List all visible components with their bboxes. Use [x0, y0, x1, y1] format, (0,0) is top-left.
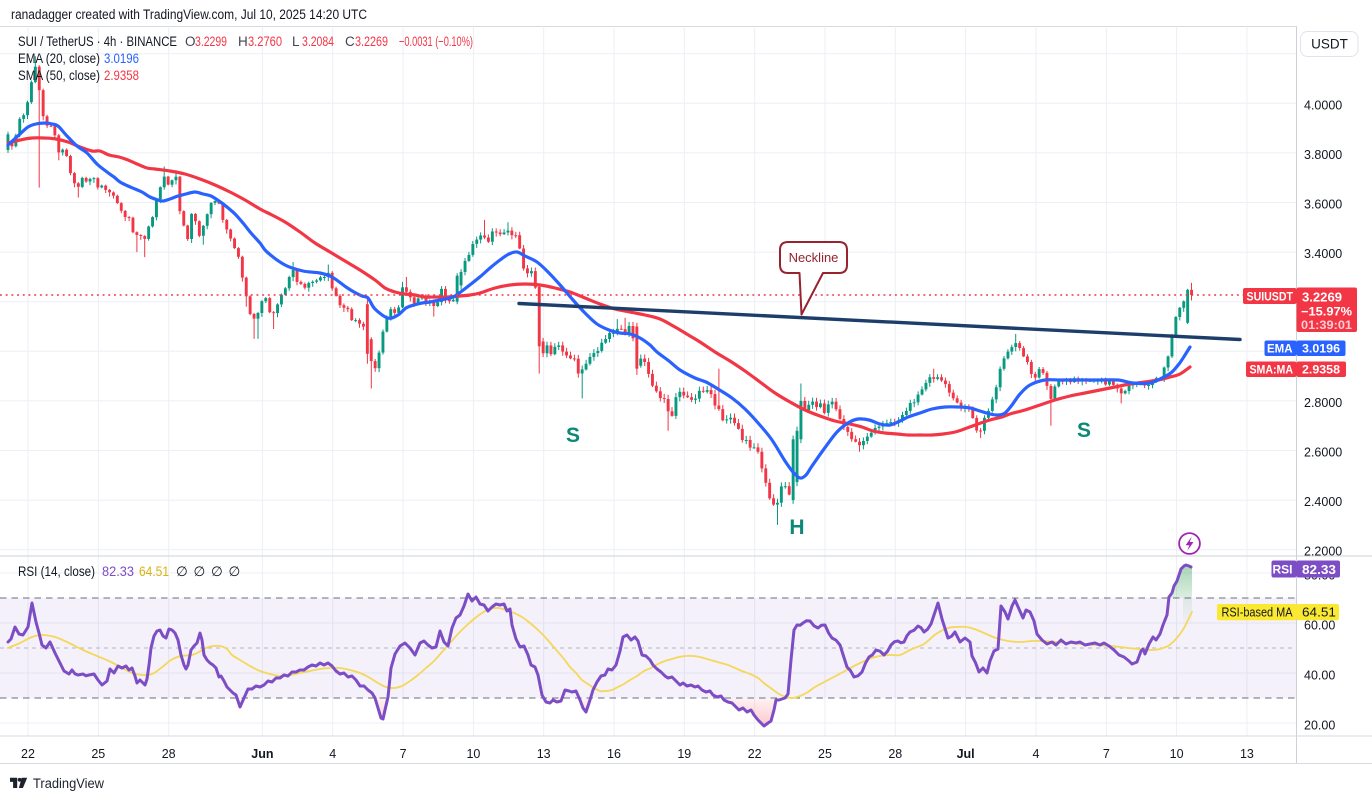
- svg-text:7: 7: [400, 747, 407, 761]
- svg-text:10: 10: [466, 747, 480, 761]
- svg-text:∅: ∅: [211, 564, 223, 579]
- svg-text:3.2084: 3.2084: [302, 34, 334, 49]
- svg-text:3.2299: 3.2299: [195, 34, 227, 49]
- svg-text:3.0196: 3.0196: [1302, 342, 1340, 356]
- svg-text:28: 28: [888, 747, 902, 761]
- svg-text:4: 4: [1033, 747, 1040, 761]
- svg-text:H: H: [789, 516, 804, 539]
- svg-text:S: S: [1077, 419, 1091, 442]
- svg-text:64.51: 64.51: [1302, 605, 1336, 620]
- svg-text:25: 25: [91, 747, 105, 761]
- svg-text:3.2269: 3.2269: [355, 34, 388, 49]
- svg-text:19: 19: [677, 747, 691, 761]
- svg-text:82.33: 82.33: [102, 564, 134, 579]
- svg-text:22: 22: [21, 747, 35, 761]
- svg-text:60.00: 60.00: [1304, 619, 1335, 633]
- svg-text:SUIUSDT: SUIUSDT: [1247, 289, 1294, 303]
- svg-text:2.8000: 2.8000: [1304, 396, 1342, 410]
- svg-text:∅: ∅: [176, 564, 188, 579]
- svg-text:20.00: 20.00: [1304, 719, 1335, 733]
- svg-text:C: C: [345, 34, 355, 49]
- svg-text:13: 13: [537, 747, 551, 761]
- svg-text:2.2000: 2.2000: [1304, 545, 1342, 559]
- svg-text:22: 22: [748, 747, 762, 761]
- svg-text:28: 28: [162, 747, 176, 761]
- svg-text:25: 25: [818, 747, 832, 761]
- svg-text:Neckline: Neckline: [789, 250, 839, 265]
- svg-text:RSI (14, close): RSI (14, close): [18, 564, 95, 579]
- svg-text:4.0000: 4.0000: [1304, 98, 1342, 112]
- svg-text:40.00: 40.00: [1304, 669, 1335, 683]
- svg-text:L: L: [292, 34, 300, 49]
- svg-text:∅: ∅: [229, 564, 241, 579]
- svg-text:Jul: Jul: [957, 747, 975, 761]
- svg-text:3.4000: 3.4000: [1304, 247, 1342, 261]
- svg-text:3.2269: 3.2269: [1302, 291, 1342, 305]
- svg-text:3.2760: 3.2760: [248, 34, 282, 49]
- svg-text:2.9358: 2.9358: [104, 68, 139, 83]
- svg-text:2.9358: 2.9358: [1302, 363, 1340, 377]
- svg-text:TradingView: TradingView: [33, 776, 104, 791]
- svg-text:S: S: [566, 424, 580, 447]
- svg-text:H: H: [238, 34, 248, 49]
- svg-text:EMA (20, close): EMA (20, close): [18, 51, 100, 66]
- svg-text:2.4000: 2.4000: [1304, 495, 1342, 509]
- svg-text:−15.97%: −15.97%: [1301, 305, 1352, 319]
- svg-text:EMA: EMA: [1267, 344, 1293, 356]
- svg-text:10: 10: [1170, 747, 1184, 761]
- svg-text:16: 16: [607, 747, 621, 761]
- svg-text:Jun: Jun: [251, 747, 273, 761]
- svg-text:RSI: RSI: [1272, 563, 1292, 577]
- svg-text:13: 13: [1240, 747, 1254, 761]
- svg-text:3.6000: 3.6000: [1304, 198, 1342, 212]
- svg-text:3.0196: 3.0196: [104, 51, 139, 66]
- svg-text:4: 4: [329, 747, 336, 761]
- svg-text:∅: ∅: [194, 564, 206, 579]
- svg-text:ranadagger created with Tradin: ranadagger created with TradingView.com,…: [11, 7, 367, 22]
- svg-text:−0.0031 (−0.10%): −0.0031 (−0.10%): [399, 34, 473, 49]
- svg-text:SMA:MA: SMA:MA: [1250, 365, 1294, 377]
- svg-text:USDT: USDT: [1311, 37, 1348, 52]
- svg-text:O: O: [185, 34, 196, 49]
- svg-text:SUI / TetherUS · 4h · BINANCE: SUI / TetherUS · 4h · BINANCE: [18, 34, 177, 49]
- svg-text:3.8000: 3.8000: [1304, 148, 1342, 162]
- svg-text:7: 7: [1103, 747, 1110, 761]
- svg-text:SMA (50, close): SMA (50, close): [18, 68, 100, 83]
- svg-text:82.33: 82.33: [1302, 562, 1336, 577]
- svg-text:2.6000: 2.6000: [1304, 446, 1342, 460]
- svg-text:64.51: 64.51: [139, 564, 169, 579]
- svg-text:RSI-based MA: RSI-based MA: [1222, 606, 1294, 620]
- svg-text:01:39:01: 01:39:01: [1301, 318, 1352, 332]
